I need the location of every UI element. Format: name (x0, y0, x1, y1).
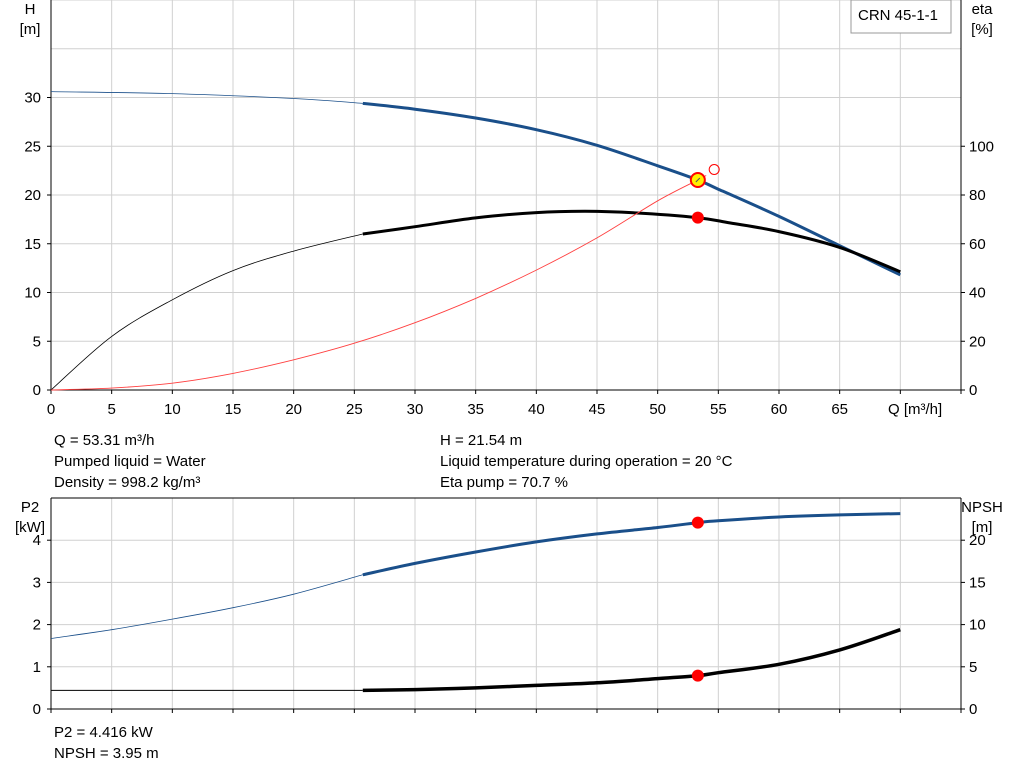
legend-label: CRN 45-1-1 (858, 7, 938, 24)
y-axis-label-right: NPSH (961, 499, 1003, 516)
series-p2-thin (50, 574, 363, 639)
info-density: Density = 998.2 kg/m³ (54, 474, 201, 491)
info-q: Q = 53.31 m³/h (54, 432, 155, 449)
info-liquid: Pumped liquid = Water (54, 453, 206, 470)
y-tick-label-left: 1 (33, 659, 41, 676)
x-tick-label: 20 (285, 401, 302, 418)
y-tick-label-right: 100 (969, 138, 994, 155)
legend: CRN 45-1-1 (850, 0, 952, 34)
duty-point-h-cross (695, 177, 701, 183)
y-axis-label-right: [m] (972, 519, 993, 536)
x-tick-label: 15 (225, 401, 242, 418)
series-p2-thick (362, 512, 901, 577)
y-tick-label-right: 10 (969, 617, 986, 634)
y-tick-label-right: 0 (969, 701, 977, 718)
x-tick-label: 25 (346, 401, 363, 418)
y-tick-label-right: 15 (969, 574, 986, 591)
x-tick-label: 65 (831, 401, 848, 418)
y-tick-label-left: 25 (24, 138, 41, 155)
x-tick-label: 40 (528, 401, 545, 418)
y-tick-label-right: 80 (969, 187, 986, 204)
x-tick-label: 35 (467, 401, 484, 418)
series-eta-thin (50, 233, 363, 391)
y-tick-label-left: 15 (24, 236, 41, 253)
series-h-thick (362, 101, 901, 277)
system-end-point (708, 164, 720, 175)
series-h-thin (50, 91, 363, 104)
x-tick-label: 50 (649, 401, 666, 418)
info-h: H = 21.54 m (440, 432, 523, 449)
duty-points (689, 164, 720, 682)
y-tick-label-right: 40 (969, 285, 986, 302)
y-axis-label-left: [kW] (15, 519, 45, 536)
legend-box (850, 0, 952, 34)
y-tick-label-right: 60 (969, 236, 986, 253)
x-tick-label: 55 (710, 401, 727, 418)
y-axis-label-right: eta (972, 1, 994, 18)
y-tick-label-left: 30 (24, 90, 41, 107)
y-tick-label-right: 20 (969, 333, 986, 350)
y-tick-label-left: 3 (33, 574, 41, 591)
y-tick-label-left: 20 (24, 187, 41, 204)
y-tick-label-left: 5 (33, 333, 41, 350)
y-tick-label-left: 4 (33, 532, 41, 549)
x-tick-label: 0 (47, 401, 55, 418)
y-axis-label-right: [%] (971, 21, 993, 38)
info-p2: P2 = 4.416 kW (54, 724, 153, 741)
x-axis-label: Q [m³/h] (888, 401, 942, 418)
x-tick-label: 5 (107, 401, 115, 418)
y-tick-label-left: 2 (33, 617, 41, 634)
x-tick-label: 45 (589, 401, 606, 418)
info-temperature: Liquid temperature during operation = 20… (440, 453, 733, 470)
y-tick-label-right: 0 (969, 382, 977, 399)
y-axis-label-left: P2 (21, 499, 39, 516)
duty-point-npsh (691, 669, 704, 682)
y-axis-label-left: H (25, 1, 36, 18)
y-axis-label-left: [m] (20, 21, 41, 38)
info-npsh: NPSH = 3.95 m (54, 745, 159, 762)
series-system (50, 175, 707, 391)
y-tick-label-left: 0 (33, 382, 41, 399)
y-tick-label-left: 0 (33, 701, 41, 718)
series-lines (50, 91, 901, 693)
y-tick-label-left: 10 (24, 285, 41, 302)
x-tick-label: 10 (164, 401, 181, 418)
axes (47, 0, 965, 713)
y-tick-label-right: 20 (969, 532, 986, 549)
grid (51, 0, 961, 709)
info-eta: Eta pump = 70.7 % (440, 474, 568, 491)
duty-point-p2 (691, 516, 704, 529)
series-eta-thick (362, 209, 901, 274)
y-tick-label-right: 5 (969, 659, 977, 676)
duty-point-eta (691, 211, 704, 224)
x-tick-label: 60 (771, 401, 788, 418)
x-tick-label: 30 (407, 401, 424, 418)
series-npsh-thick (362, 628, 901, 693)
